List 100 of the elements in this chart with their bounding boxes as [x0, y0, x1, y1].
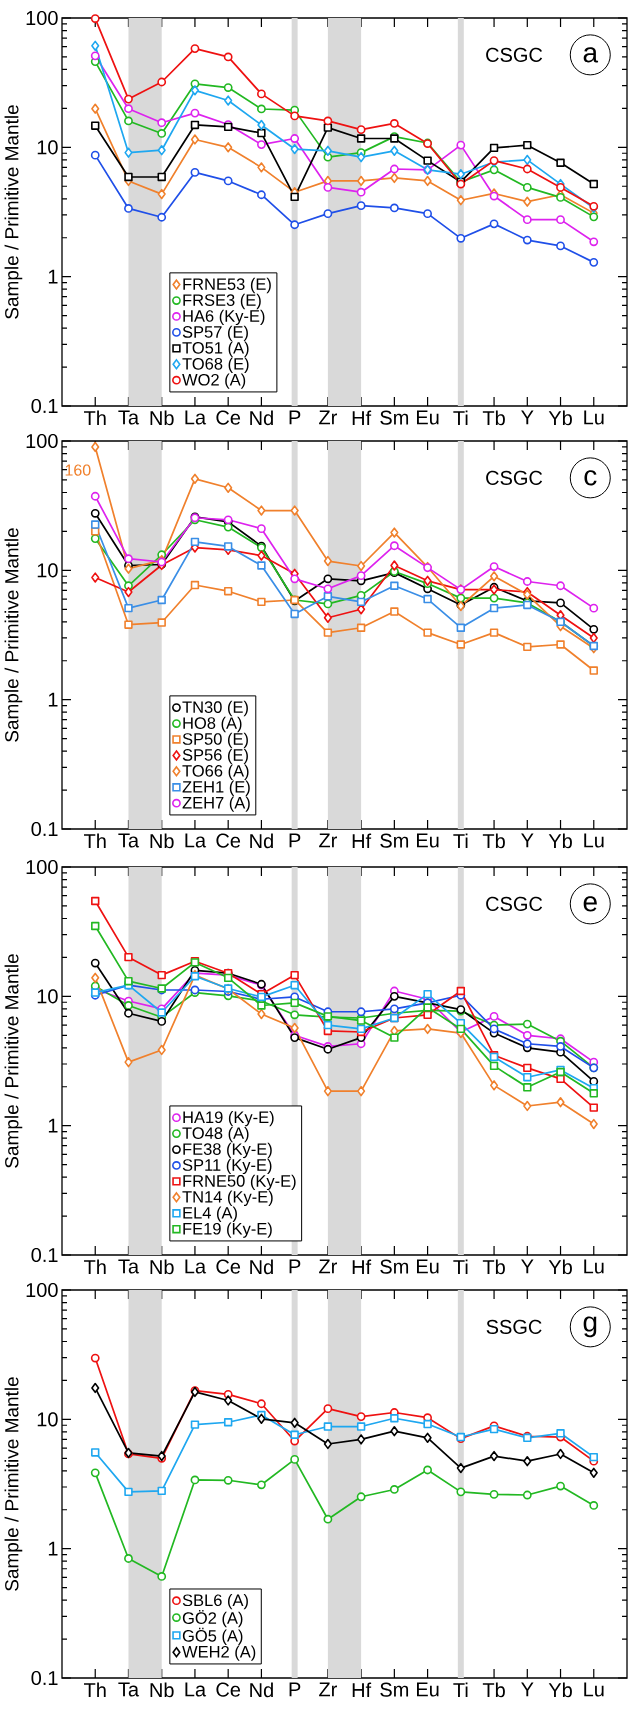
legend-label: TO66 (A) [182, 764, 249, 780]
x-tick-label: Zr [319, 410, 337, 425]
x-tick-label: Hf [352, 1682, 372, 1698]
y-tick-label: 1 [48, 1118, 58, 1133]
x-tick-label: Ta [118, 410, 140, 425]
legend-label: TO68 (E) [182, 357, 249, 373]
legend-label: HO8 (A) [183, 716, 242, 733]
y-axis-title: Sample / Primitive Mantle [4, 105, 23, 319]
annotation: SSGC [486, 1319, 542, 1334]
annotation: g [583, 1316, 597, 1338]
x-tick-label: Nd [250, 1682, 273, 1698]
x-tick-label: Th [84, 410, 106, 426]
annotation: CSGC [486, 470, 543, 485]
x-tick-label: Nb [150, 1259, 174, 1275]
y-tick-label: 100 [26, 10, 58, 26]
x-tick-label: Nd [250, 410, 273, 426]
x-tick-label: Zr [319, 833, 337, 848]
x-tick-label: Lu [584, 1682, 604, 1697]
legend-label: GÖ2 (A) [182, 1609, 243, 1628]
annotation: e [583, 896, 597, 912]
x-tick-label: Nd [250, 1259, 273, 1275]
y-axis-title: Sample / Primitive Mantle [4, 1377, 23, 1591]
x-tick-label: P [289, 1682, 301, 1697]
y-tick-label: 100 [26, 1282, 58, 1298]
x-tick-label: Nb [150, 1682, 174, 1698]
annotation: a [583, 47, 599, 63]
x-tick-label: Y [521, 833, 534, 848]
legend-label: FRNE50 (Ky-E) [183, 1174, 296, 1191]
annotation: CSGC [486, 896, 543, 911]
y-tick-label: 10 [37, 1412, 58, 1427]
legend-label: FE19 (Ky-E) [183, 1222, 272, 1238]
y-tick-label: 0.1 [31, 1670, 58, 1686]
x-tick-label: Sm [380, 1682, 409, 1697]
y-tick-label: 10 [37, 140, 58, 155]
annotation: c [584, 470, 597, 486]
x-tick-label: Sm [380, 833, 409, 848]
x-tick-label: Eu [417, 1682, 439, 1697]
x-tick-label: Ti [453, 410, 468, 426]
x-tick-label: La [185, 410, 207, 425]
x-tick-label: Ti [453, 1259, 468, 1275]
x-tick-label: Ce [216, 1682, 241, 1697]
legend-label: GÖ5 (A) [182, 1627, 243, 1645]
x-tick-label: Tb [482, 833, 505, 849]
x-tick-label: Sm [380, 410, 409, 425]
y-tick-label: 0.1 [31, 821, 58, 837]
y-tick-label: 0.1 [31, 398, 58, 414]
legend-label: FRSE3 (E) [183, 293, 261, 310]
x-tick-label: Zr [319, 1259, 337, 1274]
x-tick-label: Th [84, 1682, 106, 1698]
legend-label: TN14 (Ky-E) [182, 1190, 273, 1206]
legend-label: HA6 (Ky-E) [183, 309, 265, 326]
x-tick-label: Th [84, 833, 106, 849]
x-tick-label: Hf [352, 410, 372, 425]
y-tick-label: 100 [26, 859, 58, 875]
legend-label: SP50 (E) [182, 732, 248, 749]
x-tick-label: Yb [548, 1259, 572, 1275]
x-tick-label: P [289, 410, 301, 425]
legend-label: WO2 (A) [182, 373, 246, 389]
x-tick-label: Ce [216, 410, 241, 425]
legend-label: SP11 (Ky-E) [182, 1158, 272, 1175]
legend-label: ZEH7 (A) [182, 796, 250, 812]
x-tick-label: Nb [150, 833, 174, 849]
x-tick-label: Ta [118, 833, 140, 848]
x-tick-label: Zr [319, 1682, 337, 1697]
y-axis-title: Sample / Primitive Mantle [4, 954, 23, 1168]
legend-label: TO48 (A) [182, 1126, 249, 1143]
x-tick-label: Th [84, 1259, 106, 1275]
x-tick-label: Y [521, 1682, 534, 1697]
legend-label: HA19 (Ky-E) [183, 1110, 274, 1127]
y-tick-label: 1 [48, 692, 58, 707]
x-tick-label: Ta [118, 1259, 140, 1274]
x-tick-label: Eu [417, 1259, 439, 1274]
x-tick-label: Nb [150, 410, 174, 426]
annotation: CSGC [486, 47, 543, 62]
x-tick-label: Hf [352, 833, 372, 848]
legend-label: ZEH1 (E) [182, 780, 250, 796]
y-axis-title: Sample / Primitive Mantle [4, 528, 23, 742]
x-tick-label: La [185, 1259, 207, 1274]
x-tick-label: Yb [548, 833, 572, 849]
x-tick-label: Hf [352, 1259, 372, 1275]
x-tick-label: P [289, 1259, 301, 1274]
x-tick-label: Sm [380, 1259, 409, 1274]
x-tick-label: Yb [548, 1682, 572, 1698]
legend-label: SP57 (E) [182, 325, 248, 342]
legend-label: TO51 (A) [182, 341, 249, 357]
legend-label: FRNE53 (E) [183, 277, 271, 294]
legend-label: WEH2 (A) [182, 1645, 256, 1661]
y-tick-label: 0.1 [31, 1247, 58, 1263]
x-tick-label: Ce [216, 1259, 241, 1274]
x-tick-label: Ti [453, 833, 468, 849]
x-tick-label: Lu [584, 1259, 604, 1274]
x-tick-label: Ta [118, 1682, 140, 1697]
x-tick-label: Y [521, 410, 534, 425]
x-tick-label: Ti [453, 1682, 468, 1698]
annotation: 160 [65, 464, 91, 476]
x-tick-label: Eu [417, 410, 439, 425]
y-tick-label: 1 [48, 269, 58, 284]
x-tick-label: Ce [216, 833, 241, 848]
x-tick-label: Tb [482, 1682, 505, 1698]
x-tick-label: Tb [482, 1259, 505, 1275]
